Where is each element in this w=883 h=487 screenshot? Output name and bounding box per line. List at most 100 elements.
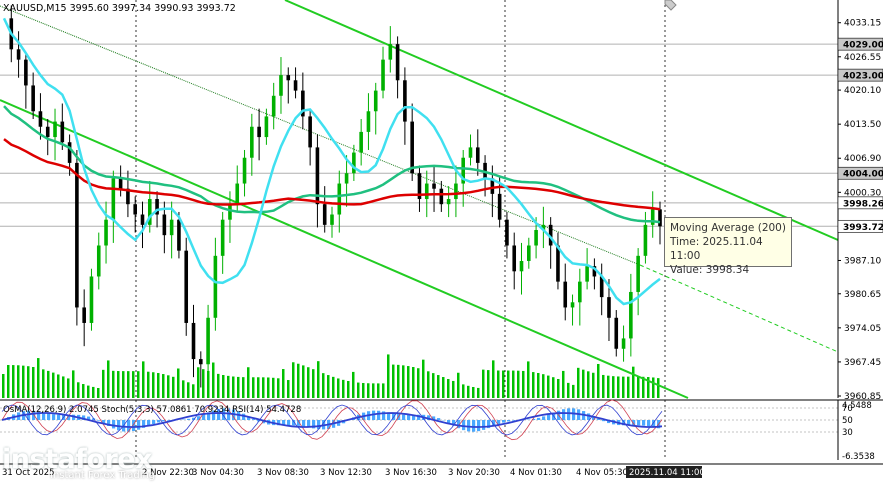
volume-bar: [292, 362, 295, 398]
volume-bar: [262, 377, 265, 398]
candle-body: [498, 194, 502, 220]
candle-body: [235, 184, 239, 205]
candle-body: [97, 245, 101, 276]
volume-bar: [512, 371, 515, 398]
volume-bar: [32, 367, 35, 398]
price-level-label: 4029.00: [843, 41, 883, 51]
volume-bar: [567, 383, 570, 398]
candle-body: [622, 338, 626, 348]
candle-body: [330, 215, 334, 225]
osma-bar: [482, 420, 485, 430]
osma-bar: [302, 420, 305, 426]
osma-bar: [157, 420, 160, 422]
volume-bar: [387, 354, 390, 398]
price-level-label: 3998.26: [843, 199, 883, 209]
candle-body: [24, 60, 28, 86]
osma-bar: [567, 408, 570, 420]
osma-bar: [647, 420, 650, 426]
candle-body: [221, 220, 225, 256]
candle-body: [629, 292, 633, 338]
candle-body: [119, 178, 123, 188]
volume-bar: [207, 371, 210, 398]
price-level-label: 4023.00: [843, 72, 883, 82]
candle-body: [163, 215, 167, 236]
candle-body: [520, 261, 524, 271]
osma-bar: [537, 418, 540, 420]
candle-body: [286, 75, 290, 80]
osma-bar: [507, 420, 510, 421]
volume-bar: [557, 379, 560, 398]
volume-bar: [572, 385, 575, 398]
price-tick-label: 4013.50: [844, 120, 881, 130]
volume-bar: [77, 382, 80, 398]
volume-bar: [542, 374, 545, 398]
price-tick-label: 3974.05: [844, 324, 881, 334]
volume-bar: [132, 371, 135, 398]
candle-body: [265, 116, 269, 137]
volume-bar: [127, 371, 130, 398]
volume-bar: [62, 376, 65, 398]
osma-bar: [187, 419, 190, 420]
candle-body: [644, 225, 648, 256]
volume-bar: [317, 361, 320, 398]
time-tick-label: 3 Nov 16:30: [385, 468, 437, 478]
volume-bar: [497, 370, 500, 398]
volume-bar: [537, 373, 540, 398]
volume-bar: [82, 384, 85, 398]
volume-bar: [107, 360, 110, 398]
osma-bar: [462, 420, 465, 430]
candle-body: [90, 276, 94, 322]
tooltip-value: Value: 3998.34: [670, 263, 786, 277]
volume-bar: [87, 386, 90, 398]
candle-body: [53, 122, 57, 137]
volume-bar: [227, 376, 230, 398]
volume-bar: [162, 374, 165, 398]
candle-body: [39, 111, 43, 126]
osma-bar: [472, 420, 475, 432]
candle-body: [68, 142, 72, 163]
volume-bar: [407, 366, 410, 398]
volume-bar: [97, 388, 100, 398]
volume-bar: [392, 365, 395, 398]
candle-body: [367, 111, 371, 132]
time-tick-label: 3 Nov 08:30: [257, 468, 309, 478]
osma-bar: [182, 419, 185, 420]
volume-bar: [487, 370, 490, 398]
volume-bar: [622, 377, 625, 398]
candle-body: [571, 302, 575, 307]
volume-bar: [42, 369, 45, 398]
volume-bar: [72, 370, 75, 398]
volume-bar: [452, 381, 455, 398]
candle-body: [206, 318, 210, 364]
chart-header: XAUUSD,M15 3995.60 3997.34 3990.93 3993.…: [3, 3, 236, 14]
candle-body: [440, 189, 444, 204]
osma-bar: [547, 415, 550, 420]
volume-bar: [167, 375, 170, 398]
volume-bar: [12, 365, 15, 398]
volume-bar: [17, 365, 20, 398]
volume-bar: [152, 372, 155, 398]
volume-bar: [477, 388, 480, 398]
time-tick-label: 3 Nov 20:30: [448, 468, 500, 478]
volume-bar: [332, 377, 335, 398]
time-tick-label: 4 Nov 05:30: [576, 468, 628, 478]
ma-tooltip: Moving Average (200) Time: 2025.11.04 11…: [664, 217, 792, 267]
candle-body: [396, 44, 400, 80]
price-tick-label: 4026.55: [844, 53, 881, 63]
candle-body: [578, 282, 582, 303]
price-tick-label: 3987.10: [844, 256, 881, 266]
osma-bar: [52, 414, 55, 420]
volume-bar: [92, 387, 95, 398]
volume-bar: [502, 371, 505, 398]
price-tick-label: 3967.45: [844, 358, 881, 368]
volume-bar: [507, 371, 510, 398]
candle-body: [658, 209, 662, 226]
candle-body: [607, 297, 611, 318]
candle-body: [177, 220, 181, 251]
price-tick-label: 4006.90: [844, 154, 881, 164]
volume-bar: [527, 361, 530, 398]
candle-body: [345, 173, 349, 183]
candle-body: [184, 251, 188, 323]
time-tick-label: 3 Nov 12:30: [320, 468, 372, 478]
